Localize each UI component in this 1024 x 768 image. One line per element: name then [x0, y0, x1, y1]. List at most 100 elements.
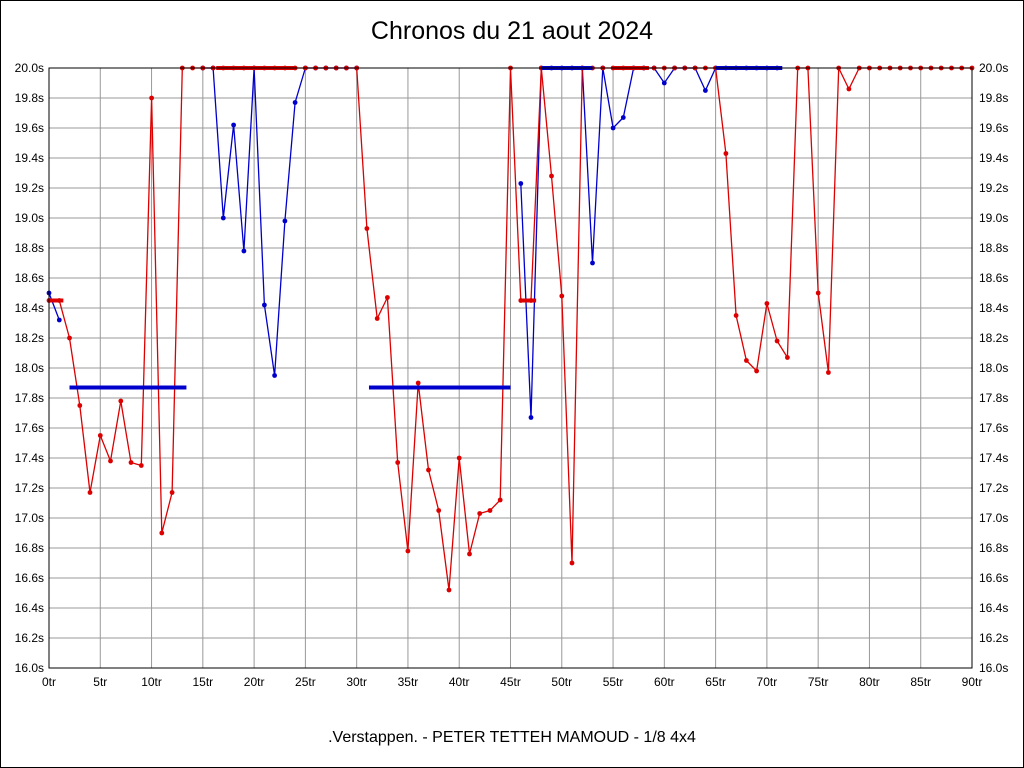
y-axis-tick-label-right: 19.2s: [979, 181, 1008, 195]
y-axis-tick-label-right: 18.2s: [979, 331, 1008, 345]
blue-driver-series: [46, 65, 780, 420]
y-axis-tick-label-left: 19.0s: [15, 211, 44, 225]
red-driver-data-point: [754, 368, 759, 374]
red-driver-data-point: [569, 560, 575, 566]
x-axis-tick-label: 35tr: [398, 675, 419, 689]
red-driver-data-point: [426, 467, 431, 473]
y-axis-tick-label-left: 17.8s: [15, 391, 44, 405]
red-driver-data-point: [149, 95, 155, 101]
y-axis-tick-label-left: 17.0s: [15, 511, 44, 525]
red-driver-data-point: [846, 86, 852, 92]
y-axis-tick-label-right: 18.6s: [979, 271, 1008, 285]
red-driver-data-point: [785, 355, 790, 360]
x-axis-tick-label: 80tr: [859, 675, 880, 689]
red-driver-data-point: [385, 295, 390, 300]
x-axis-tick-label: 30tr: [346, 675, 367, 689]
red-driver-data-point: [415, 380, 421, 386]
red-driver-data-point: [774, 338, 780, 344]
red-driver-data-point: [477, 511, 483, 516]
y-axis-tick-label-right: 18.8s: [979, 241, 1008, 255]
blue-driver-data-point: [703, 88, 708, 93]
y-axis-tick-label-right: 19.8s: [979, 91, 1008, 105]
y-axis-tick-label-left: 19.2s: [15, 181, 44, 195]
red-driver-data-point: [108, 458, 113, 464]
y-axis-tick-label-right: 19.6s: [979, 121, 1008, 135]
red-driver-data-point: [487, 508, 493, 513]
y-axis-tick-label-left: 18.4s: [15, 301, 44, 315]
y-axis-tick-label-right: 16.8s: [979, 541, 1008, 555]
y-axis-tick-label-right: 19.0s: [979, 211, 1008, 225]
y-axis-tick-label-right: 17.2s: [979, 481, 1008, 495]
x-axis-tick-label: 70tr: [757, 675, 778, 689]
red-driver-data-point: [497, 497, 503, 503]
red-driver-data-point: [97, 433, 103, 438]
grid: 0tr 5tr 10tr 15tr 20tr 25tr 30tr 35tr 40tr 45tr 50…: [15, 61, 1009, 689]
x-axis-tick-label: 0tr: [42, 675, 56, 689]
blue-driver-data-point: [56, 317, 62, 323]
y-axis-tick-label-left: 18.2s: [15, 331, 44, 345]
red-driver-data-point: [395, 460, 401, 465]
y-axis-tick-label-right: 17.4s: [979, 451, 1008, 465]
red-driver-data-point: [364, 226, 370, 231]
red-driver-data-point: [159, 530, 165, 536]
red-driver-data-point: [128, 460, 134, 465]
chart-subtitle: .Verstappen. - PETER TETTEH MAMOUD - 1/8…: [328, 729, 696, 746]
red-driver-data-point: [446, 587, 452, 593]
x-axis-tick-label: 50tr: [551, 675, 572, 689]
blue-driver-data-point: [220, 215, 226, 221]
x-axis-tick-label: 15tr: [192, 675, 213, 689]
x-axis-tick-label: 5tr: [93, 675, 107, 689]
y-axis-tick-label-left: 18.8s: [15, 241, 44, 255]
blue-driver-data-point: [292, 100, 298, 105]
red-driver-data-point: [723, 151, 729, 156]
x-axis-tick-label: 85tr: [910, 675, 931, 689]
red-driver-data-point: [87, 490, 93, 495]
y-axis-tick-label-right: 19.4s: [979, 151, 1008, 165]
x-axis-tick-label: 25tr: [295, 675, 316, 689]
y-axis-tick-label-left: 16.4s: [15, 601, 44, 615]
y-axis-tick-label-right: 18.4s: [979, 301, 1008, 315]
red-driver-data-point: [169, 490, 175, 495]
blue-driver-data-point: [272, 373, 277, 378]
red-driver-data-point: [467, 551, 472, 557]
y-axis-tick-label-left: 17.6s: [15, 421, 44, 435]
blue-driver-data-point: [590, 260, 595, 266]
y-axis-tick-label-right: 20.0s: [979, 61, 1008, 75]
blue-driver-data-point: [528, 415, 534, 420]
blue-driver-data-point: [231, 122, 237, 128]
red-driver-data-point: [815, 290, 821, 296]
y-axis-tick-label-left: 20.0s: [15, 61, 44, 75]
red-driver-data-point: [436, 508, 442, 513]
red-driver-data-point: [67, 335, 72, 341]
chart-title: Chronos du 21 aout 2024: [370, 17, 654, 45]
y-axis-tick-label-right: 16.2s: [979, 631, 1008, 645]
y-axis-tick-label-left: 19.4s: [15, 151, 44, 165]
blue-driver-data-point: [518, 181, 524, 186]
blue-driver-data-point: [661, 80, 667, 86]
y-axis-tick-label-left: 16.6s: [15, 571, 44, 585]
blue-driver-data-point: [620, 115, 626, 120]
marker-segments: [49, 66, 783, 390]
x-axis-tick-label: 60tr: [654, 675, 675, 689]
plot-border: [48, 67, 973, 669]
red-driver-data-point: [456, 455, 462, 461]
x-axis-tick-label: 10tr: [141, 675, 162, 689]
blue-driver-data-point: [282, 218, 288, 224]
red-driver-data-point: [77, 403, 83, 408]
y-axis-tick-label-right: 16.6s: [979, 571, 1008, 585]
y-axis-tick-label-left: 18.6s: [15, 271, 44, 285]
y-axis-tick-label-right: 16.0s: [979, 661, 1008, 675]
x-axis-tick-label: 45tr: [500, 675, 521, 689]
blue-driver-data-point: [262, 302, 267, 308]
x-axis-tick-label: 40tr: [449, 675, 470, 689]
x-axis-tick-label: 75tr: [808, 675, 829, 689]
y-axis-tick-label-right: 17.6s: [979, 421, 1008, 435]
red-driver-data-point: [138, 463, 144, 468]
y-axis-tick-label-right: 16.4s: [979, 601, 1008, 615]
red-driver-data-point: [405, 548, 411, 554]
y-axis-tick-label-left: 17.2s: [15, 481, 44, 495]
y-axis-tick-label-left: 19.8s: [15, 91, 44, 105]
red-driver-data-point: [826, 370, 831, 375]
